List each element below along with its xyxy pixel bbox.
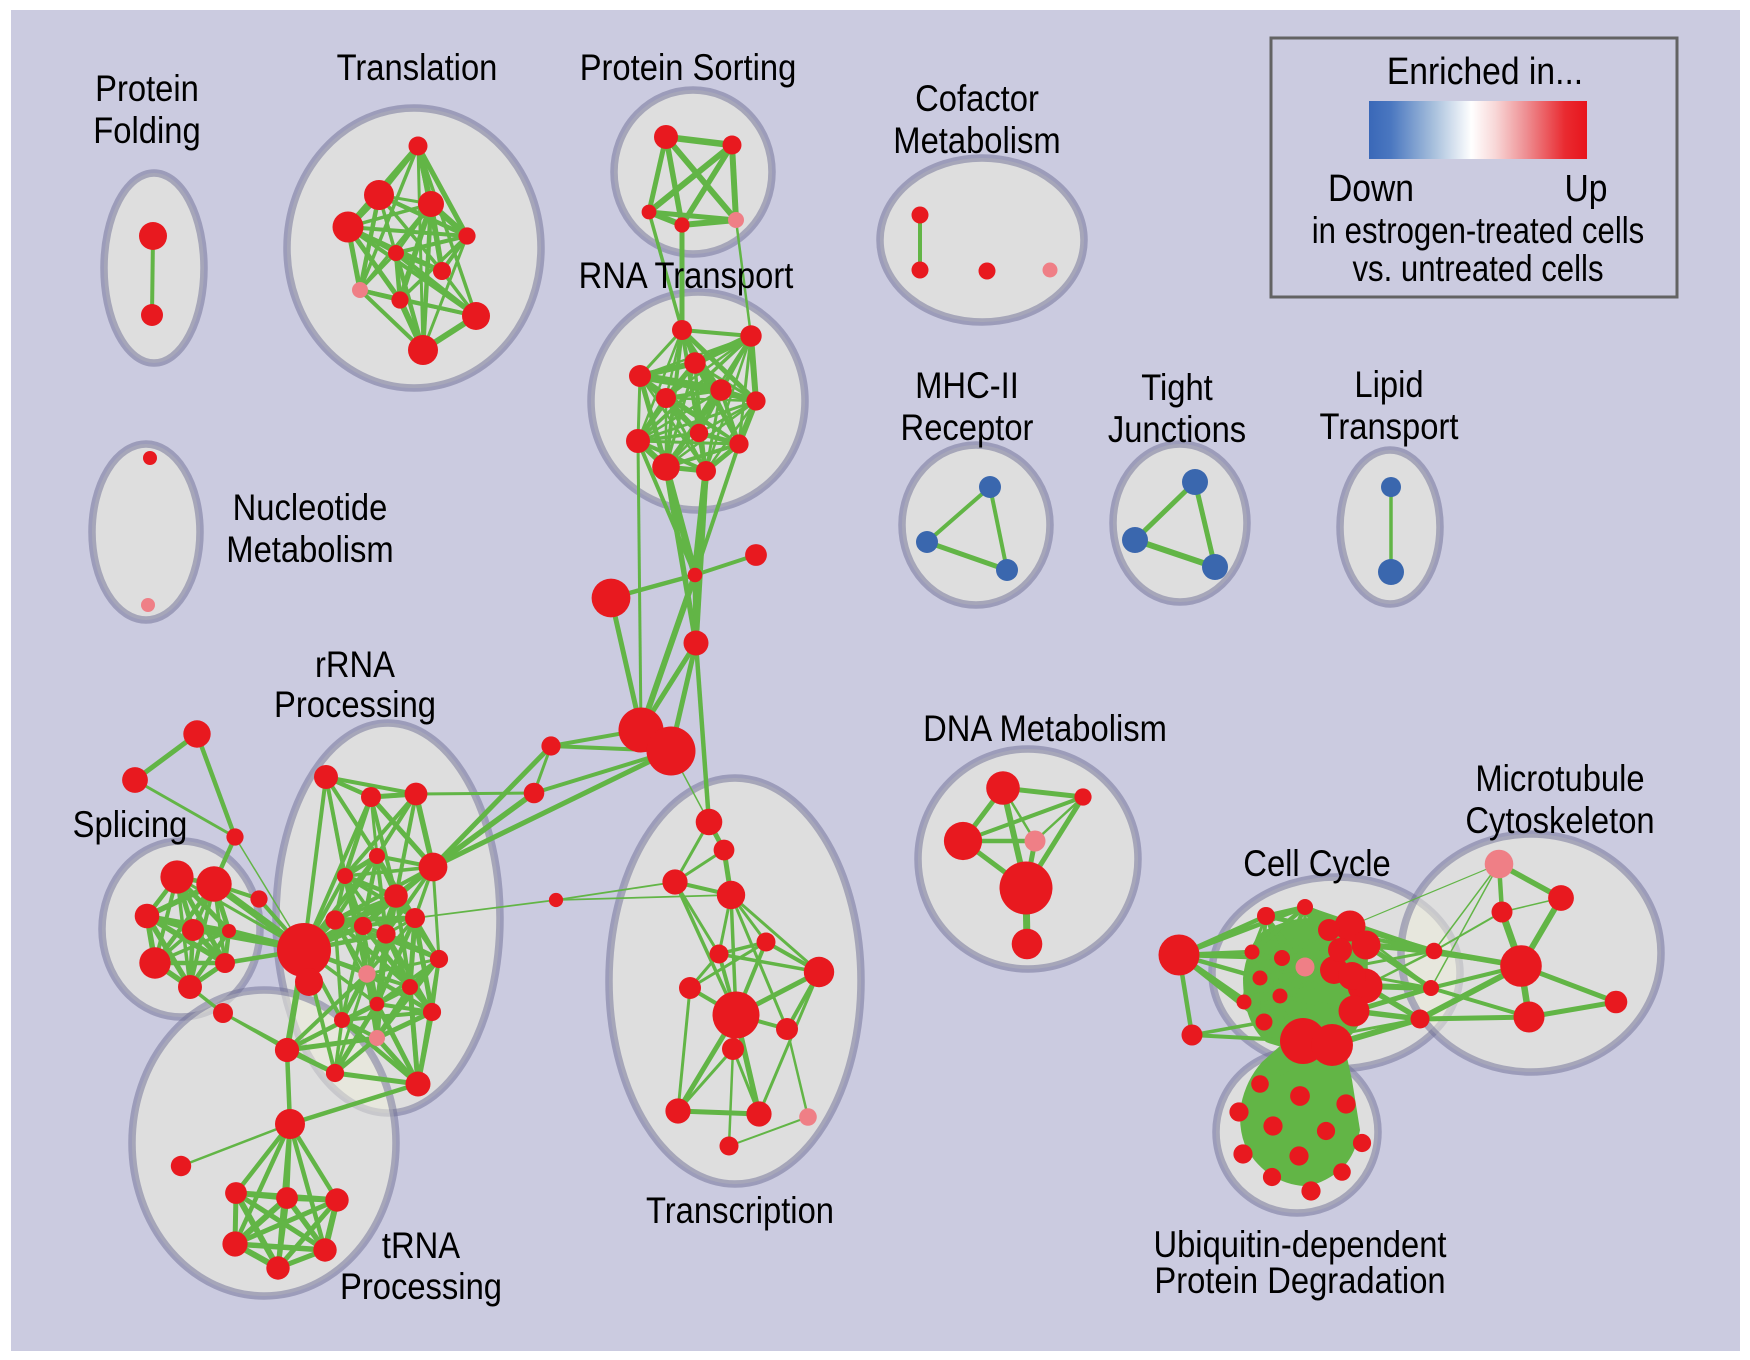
svg-text:Metabolism: Metabolism <box>226 529 393 570</box>
svg-text:Transcription: Transcription <box>646 1190 834 1231</box>
svg-text:Nucleotide: Nucleotide <box>233 487 388 528</box>
svg-text:Protein Degradation: Protein Degradation <box>1154 1260 1445 1301</box>
svg-text:Metabolism: Metabolism <box>893 120 1060 161</box>
svg-text:MHC-II: MHC-II <box>915 365 1019 406</box>
svg-text:Down: Down <box>1328 168 1414 210</box>
svg-text:Up: Up <box>1565 168 1608 210</box>
svg-text:Receptor: Receptor <box>901 407 1034 448</box>
svg-text:Enriched in...: Enriched in... <box>1387 51 1583 93</box>
svg-text:Splicing: Splicing <box>73 804 188 845</box>
svg-text:Translation: Translation <box>337 47 498 88</box>
svg-text:Lipid: Lipid <box>1354 364 1423 405</box>
svg-text:RNA Transport: RNA Transport <box>579 255 794 296</box>
svg-text:Junctions: Junctions <box>1108 409 1246 450</box>
svg-text:Ubiquitin-dependent: Ubiquitin-dependent <box>1153 1224 1447 1265</box>
svg-text:Protein: Protein <box>95 68 199 109</box>
svg-text:Tight: Tight <box>1141 367 1213 408</box>
svg-text:Protein Sorting: Protein Sorting <box>580 47 797 88</box>
svg-text:Cytoskeleton: Cytoskeleton <box>1465 800 1654 841</box>
svg-text:Cell Cycle: Cell Cycle <box>1243 843 1390 884</box>
svg-text:Cofactor: Cofactor <box>915 78 1039 119</box>
svg-text:tRNA: tRNA <box>382 1225 460 1266</box>
svg-text:Folding: Folding <box>93 110 200 151</box>
svg-text:in estrogen-treated cells: in estrogen-treated cells <box>1312 210 1645 251</box>
svg-text:DNA Metabolism: DNA Metabolism <box>923 708 1167 749</box>
svg-text:Transport: Transport <box>1320 406 1460 447</box>
svg-text:Processing: Processing <box>274 684 436 725</box>
svg-text:Processing: Processing <box>340 1266 502 1307</box>
svg-text:rRNA: rRNA <box>315 644 395 685</box>
svg-text:vs. untreated cells: vs. untreated cells <box>1352 248 1603 289</box>
svg-text:Microtubule: Microtubule <box>1475 758 1644 799</box>
